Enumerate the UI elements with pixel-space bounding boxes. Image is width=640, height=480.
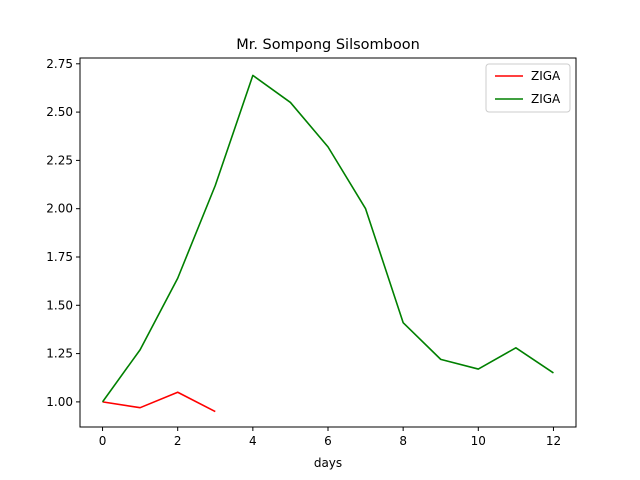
- x-tick-label: 2: [174, 434, 182, 448]
- y-tick-label: 1.50: [46, 298, 73, 312]
- x-axis: 0 2 4 6 8 10 12: [99, 427, 561, 448]
- x-tick-label: 8: [399, 434, 407, 448]
- y-tick-label: 2.75: [46, 57, 73, 71]
- legend: ZIGA ZIGA: [485, 63, 571, 113]
- legend-label-2: ZIGA: [531, 92, 561, 106]
- legend-label-1: ZIGA: [531, 69, 561, 83]
- y-tick-label: 1.00: [46, 395, 73, 409]
- series-line-1: [102, 391, 216, 413]
- x-tick-label: 10: [471, 434, 486, 448]
- x-tick-label: 6: [324, 434, 332, 448]
- series-line-2: [101, 74, 554, 403]
- y-tick-label: 1.25: [46, 347, 73, 361]
- y-tick-label: 2.25: [46, 153, 73, 167]
- series-layer: [101, 74, 554, 413]
- y-tick-label: 2.00: [46, 202, 73, 216]
- y-tick-label: 2.50: [46, 105, 73, 119]
- chart-title: Mr. Sompong Silsomboon: [236, 37, 420, 53]
- x-tick-label: 12: [546, 434, 561, 448]
- x-axis-label: days: [314, 456, 342, 470]
- y-tick-label: 1.75: [46, 250, 73, 264]
- x-tick-label: 4: [249, 434, 257, 448]
- y-axis: 1.00 1.25 1.50 1.75 2.00 2.25 2.50 2.75: [46, 57, 80, 409]
- x-tick-label: 0: [99, 434, 107, 448]
- plot-area: [80, 58, 576, 427]
